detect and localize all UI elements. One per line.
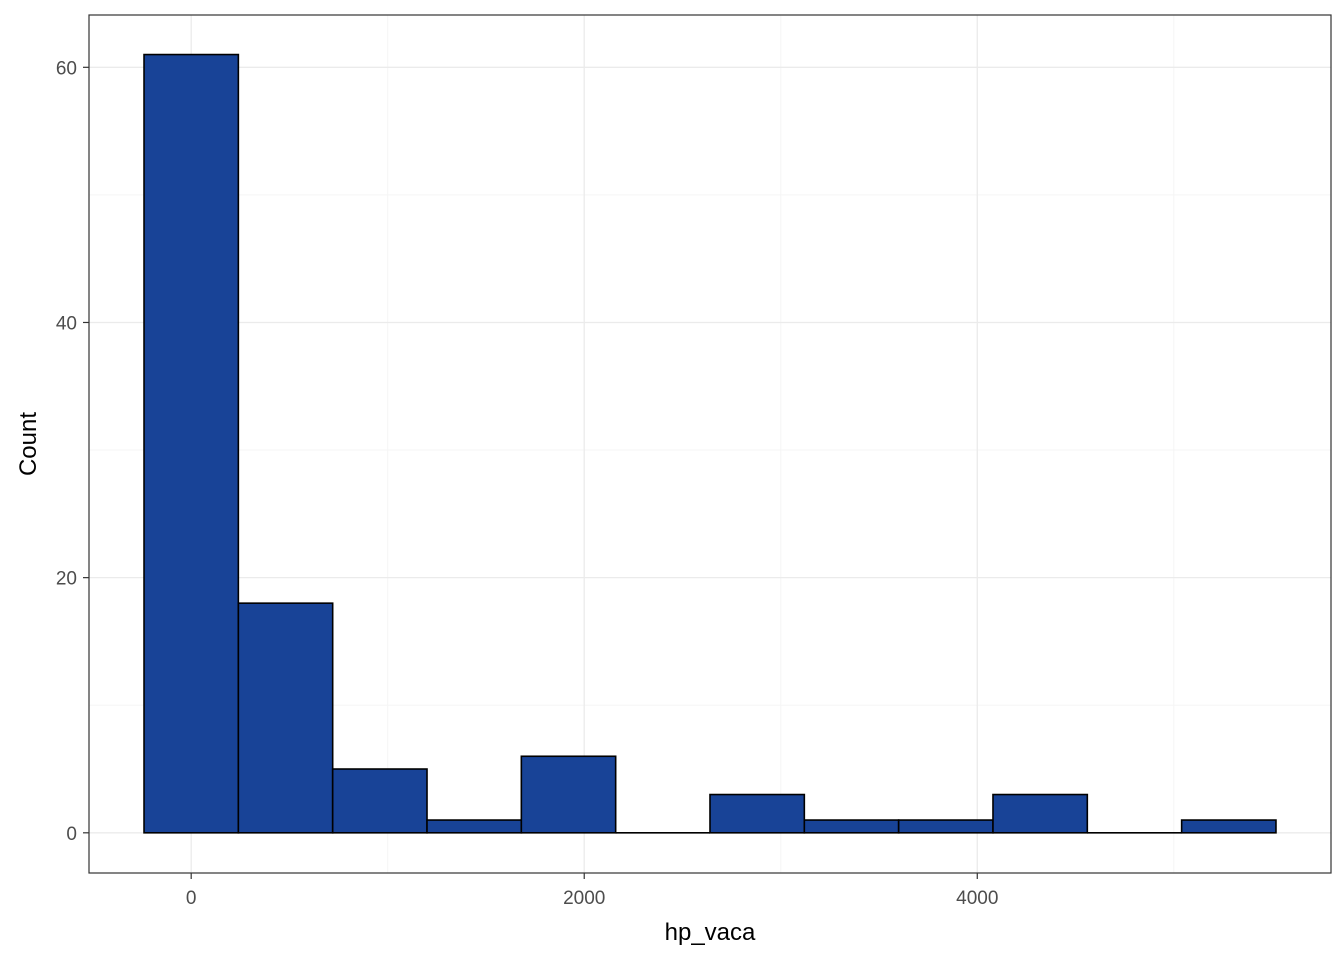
x-axis: 0 2000 4000 (186, 873, 998, 909)
plot-panel-border (88, 14, 1332, 874)
x-axis-title: hp_vaca (665, 919, 756, 946)
histogram-bar (237, 602, 334, 834)
histogram-bar (331, 768, 428, 834)
x-tick-label: 0 (186, 888, 197, 909)
histogram-bar (1180, 819, 1277, 834)
x-tick-label: 4000 (956, 888, 998, 909)
y-axis: 0 20 40 60 (56, 58, 89, 845)
histogram-bar (897, 819, 994, 834)
y-axis-title: Count (15, 412, 42, 476)
histogram-bar (992, 793, 1089, 834)
y-tick-label: 40 (56, 313, 77, 334)
y-tick-label: 60 (56, 58, 77, 79)
histogram-bar (709, 793, 806, 834)
histogram-bar (143, 53, 240, 834)
histogram-bar (803, 819, 900, 834)
histogram-bars (143, 53, 1277, 834)
histogram-bar (426, 819, 523, 834)
histogram-bar (520, 755, 617, 834)
y-tick-label: 0 (66, 824, 77, 845)
y-tick-label: 20 (56, 569, 77, 590)
x-tick-label: 2000 (563, 888, 605, 909)
